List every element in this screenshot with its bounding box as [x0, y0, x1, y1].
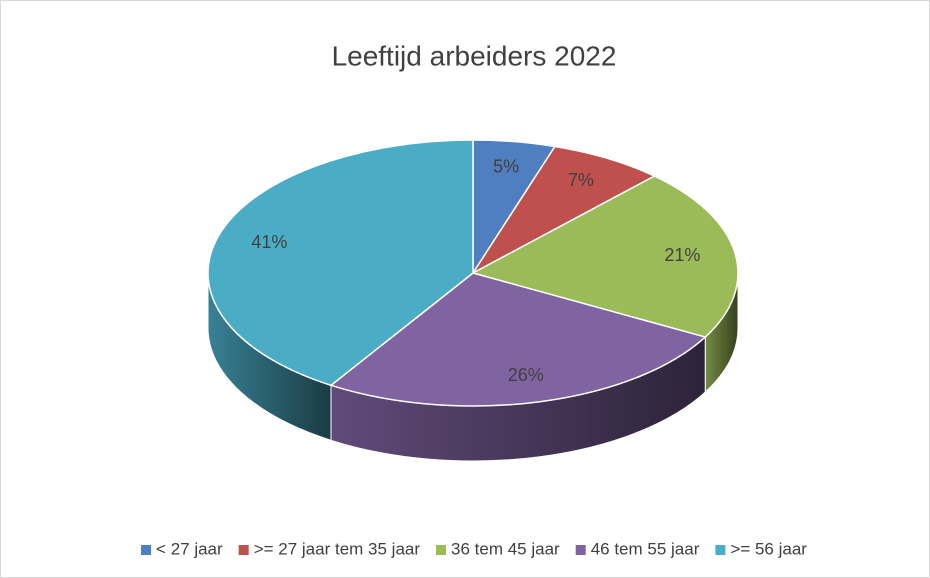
data-label: 7% — [568, 170, 594, 190]
legend-label: 46 tem 55 jaar — [591, 539, 700, 558]
data-label: 5% — [493, 157, 519, 177]
chart-title: Leeftijd arbeiders 2022 — [332, 40, 617, 71]
slice — [329, 272, 707, 407]
legend: < 27 jaar >= 27 jaar tem 35 jaar 36 tem 45… — [141, 539, 807, 558]
legend-swatch — [575, 545, 586, 555]
legend-label: >= 56 jaar — [730, 539, 807, 558]
data-label: 21% — [664, 245, 700, 265]
legend-item: >= 27 jaar tem 35 jaar — [238, 539, 421, 558]
legend-item: 46 tem 55 jaar — [575, 539, 700, 558]
legend-swatch — [141, 545, 152, 555]
slice — [470, 145, 657, 276]
slice — [207, 139, 474, 387]
pie-tops — [207, 139, 739, 407]
data-label: 41% — [251, 232, 287, 252]
legend-item: 36 tem 45 jaar — [436, 539, 560, 558]
data-labels: 5% 7% 21% 26% 41% — [251, 157, 700, 385]
slice — [470, 175, 739, 338]
legend-label: 36 tem 45 jaar — [451, 539, 560, 558]
legend-swatch — [436, 545, 447, 555]
legend-label: < 27 jaar — [156, 539, 223, 558]
legend-swatch — [715, 545, 726, 555]
legend-swatch — [238, 545, 249, 555]
legend-item: >= 56 jaar — [715, 539, 807, 558]
legend-label: >= 27 jaar tem 35 jaar — [254, 539, 421, 558]
data-label: 26% — [508, 365, 544, 385]
legend-item: < 27 jaar — [141, 539, 223, 558]
